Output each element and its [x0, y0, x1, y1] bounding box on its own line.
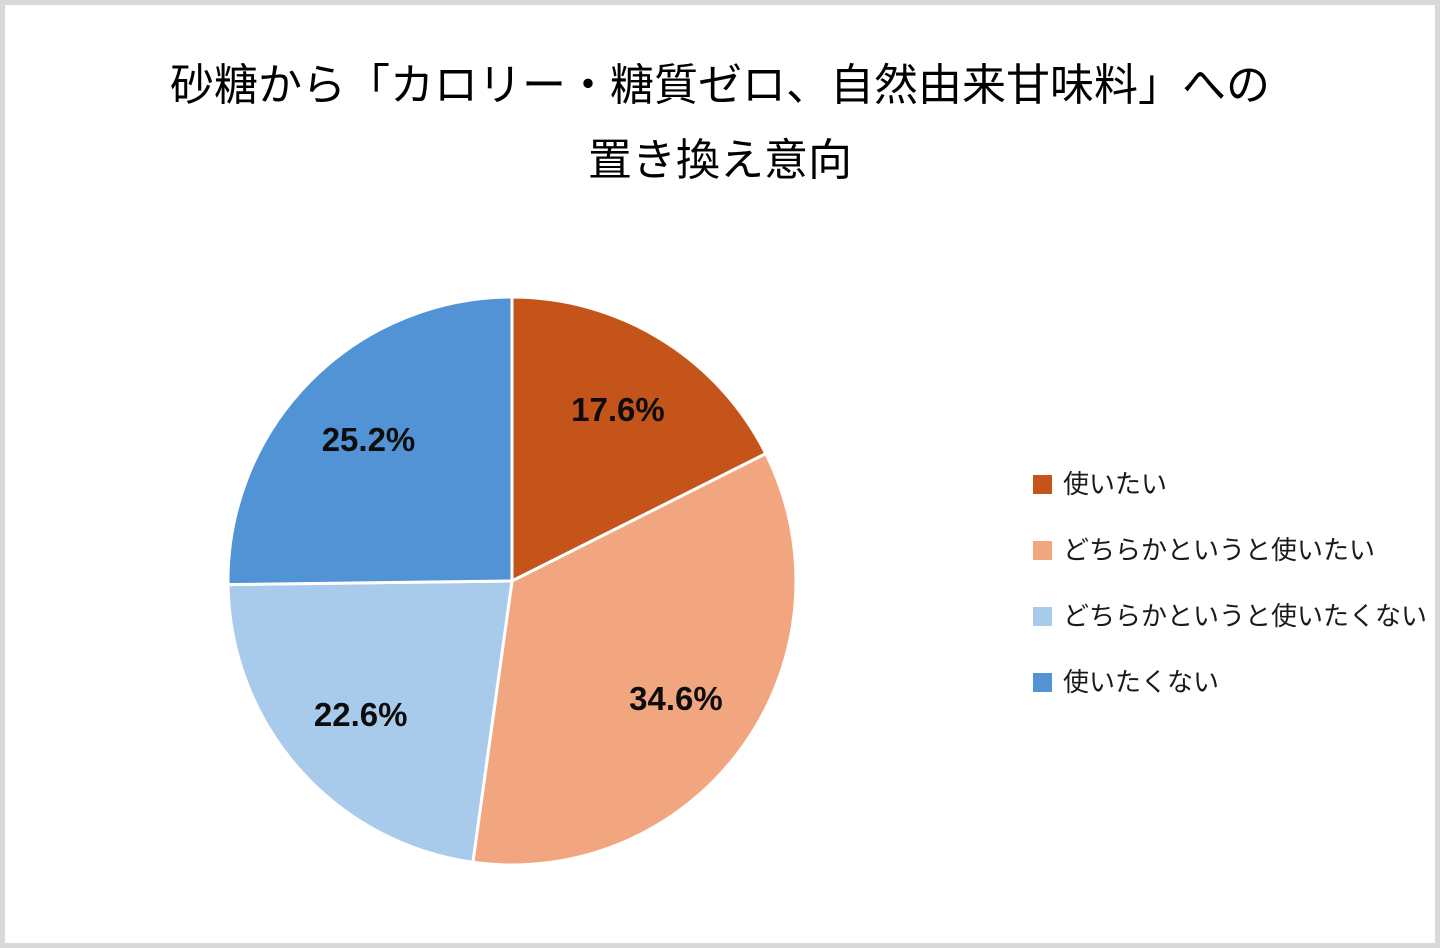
- pie-slice-1: [510, 295, 768, 583]
- legend-item-3: どちらかというと使いたくない: [1033, 602, 1427, 631]
- pie-slice-2: [471, 452, 798, 867]
- pie-chart: 17.6% 34.6% 22.6% 25.2%: [226, 295, 798, 867]
- legend-item-label: どちらかというと使いたくない: [1063, 601, 1428, 631]
- legend-item-label: 使いたくない: [1063, 667, 1220, 697]
- legend-item-1: 使いたい: [1033, 470, 1427, 499]
- legend-item-2: どちらかというと使いたい: [1033, 536, 1427, 565]
- legend-marker-icon: [1033, 607, 1052, 626]
- pie-chart-area: 17.6% 34.6% 22.6% 25.2%: [203, 272, 821, 890]
- legend: 使いたい どちらかというと使いたい どちらかというと使いたくない 使いたくない: [1033, 470, 1427, 697]
- legend-marker-icon: [1033, 541, 1052, 560]
- pie-slice-label-4: 25.2%: [322, 421, 416, 458]
- pie-slice-3: [226, 579, 514, 864]
- legend-marker-icon: [1033, 475, 1052, 494]
- legend-marker-icon: [1033, 673, 1052, 692]
- pie-slice-4: [226, 295, 514, 587]
- chart-title-line-2: 置き換え意向: [588, 136, 852, 185]
- legend-item-label: どちらかというと使いたい: [1063, 535, 1376, 565]
- pie-slice-label-2: 34.6%: [629, 680, 723, 717]
- pie-slice-label-3: 22.6%: [314, 696, 408, 733]
- chart-title-line-1: 砂糖から「カロリー・糖質ゼロ、自然由来甘味料」への: [170, 61, 1270, 110]
- legend-item-label: 使いたい: [1063, 469, 1168, 499]
- chart-title: 砂糖から「カロリー・糖質ゼロ、自然由来甘味料」への 置き換え意向: [5, 48, 1435, 198]
- legend-item-4: 使いたくない: [1033, 668, 1427, 697]
- pie-slice-label-1: 17.6%: [571, 391, 665, 428]
